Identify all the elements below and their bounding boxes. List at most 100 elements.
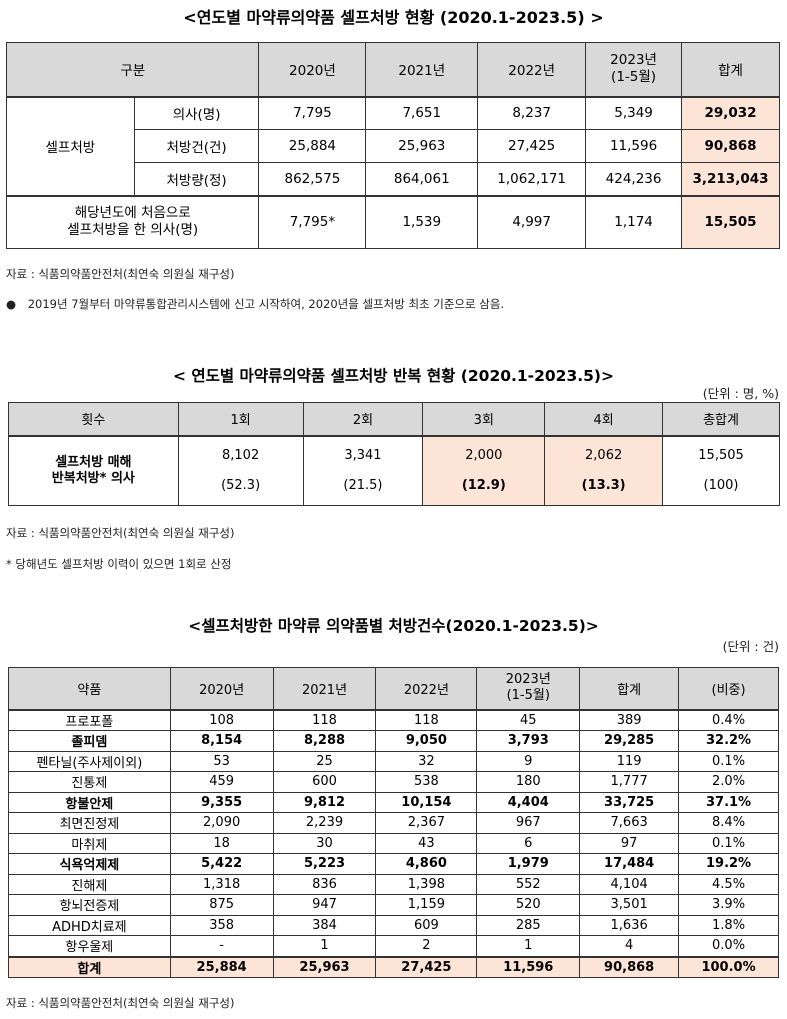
table-row: 프로포폴 108 118 118 45 389 0.4% [8, 709, 779, 731]
table-row: 셀프처방 의사(명) 7,795 7,651 8,237 5,349 29,03… [6, 96, 780, 196]
cell: 29,285 [579, 730, 680, 752]
header-grand-total: 총합계 [662, 402, 780, 436]
cell: 97 [579, 832, 680, 854]
table-row: 셀프처방 매해 반복처방* 의사 8,102 (52.3) 3,341 (21.… [8, 435, 780, 506]
table-row: 처방량(정) 862,575 864,061 1,062,171 424,236… [6, 162, 780, 196]
cell: 25,963 [365, 129, 479, 163]
cell: 10,154 [375, 791, 478, 813]
drug-name: ADHD치료제 [8, 914, 171, 936]
table1-source: 자료 : 식품의약품안전처(최연숙 의원실 재구성) [6, 267, 235, 281]
cell: 108 [169, 709, 274, 731]
cell: 4,104 [579, 873, 680, 895]
total-cell: 15,505 [681, 195, 780, 249]
cell: 27,425 [375, 956, 478, 978]
cell: 25,884 [169, 956, 274, 978]
header-1time: 1회 [177, 402, 304, 436]
cell: 19.2% [678, 853, 779, 875]
cell: 53 [169, 750, 274, 772]
table2-footnote: * 당해년도 셀프처방 이력이 있으면 1회로 산정 [6, 557, 232, 571]
table-row: 마취제 18 30 43 6 97 0.1% [8, 832, 779, 854]
header-2023: 2023년 (1-5월) [476, 667, 581, 710]
cell: 9,812 [272, 791, 377, 813]
cell: 32 [375, 750, 478, 772]
table-row: 항뇌전증제 875 947 1,159 520 3,501 3.9% [8, 894, 779, 916]
cell: 2,239 [272, 812, 377, 834]
header-4times: 4회 [544, 402, 664, 436]
cell: 5,422 [169, 853, 274, 875]
drug-name: 항불안제 [8, 791, 171, 813]
cell: 600 [272, 771, 377, 793]
drug-name: 진해제 [8, 873, 171, 895]
cell: 7,651 [365, 96, 479, 130]
drug-name: 졸피뎀 [8, 730, 171, 752]
cell: 8,237 [477, 96, 587, 130]
table-row: 해당년도에 처음으로 셀프처방을 한 의사(명) 7,795* 1,539 4,… [5, 195, 780, 249]
row-label: 처방건(건) [133, 129, 260, 163]
cell: 3,793 [476, 730, 581, 752]
row-label: 셀프처방 매해 반복처방* 의사 [8, 435, 179, 506]
cell: 0.1% [678, 832, 779, 854]
table-row: 항불안제 9,355 9,812 10,154 4,404 33,725 37.1% [8, 791, 779, 813]
cell: 947 [272, 894, 377, 916]
cell: 37.1% [678, 791, 779, 813]
header-2021: 2021년 [365, 42, 479, 97]
cell: 609 [375, 914, 478, 936]
cell: 384 [272, 914, 377, 936]
header-2021: 2021년 [272, 667, 377, 710]
total-cell: 90,868 [681, 129, 780, 163]
total-cell: 3,213,043 [681, 162, 780, 196]
cell: 17,484 [579, 853, 680, 875]
table-row: 펜타닐(주사제이외) 53 25 32 9 119 0.1% [8, 750, 779, 772]
cell: 1 [476, 935, 581, 957]
cell: 11,596 [585, 129, 683, 163]
row-label: 의사(명) [133, 96, 260, 130]
header-2023: 2023년 (1-5월) [585, 42, 683, 97]
table1-title: <연도별 마약류의약품 셀프처방 현황 (2020.1-2023.5) > [183, 8, 604, 27]
table3-source: 자료 : 식품의약품안전처(최연숙 의원실 재구성) [6, 996, 235, 1010]
cell: 836 [272, 873, 377, 895]
cell: 5,349 [585, 96, 683, 130]
cell: 100.0% [678, 956, 779, 978]
cell: 11,596 [476, 956, 581, 978]
header-2022: 2022년 [375, 667, 478, 710]
cell: 180 [476, 771, 581, 793]
cell: 90,868 [579, 956, 680, 978]
cell: 43 [375, 832, 478, 854]
drug-name: 최면진정제 [8, 812, 171, 834]
cell: 0.4% [678, 709, 779, 731]
drug-name: 진통제 [8, 771, 171, 793]
cell: 520 [476, 894, 581, 916]
cell-3times: 2,000 (12.9) [422, 435, 546, 506]
cell: 2 [375, 935, 478, 957]
drug-name: 펜타닐(주사제이외) [8, 750, 171, 772]
cell: 1,979 [476, 853, 581, 875]
cell: 6 [476, 832, 581, 854]
header-2times: 2회 [302, 402, 424, 436]
cell: 118 [272, 709, 377, 731]
table-row: 항우울제 -1 2 1 4 0.0% [8, 935, 779, 957]
cell: 1,062,171 [477, 162, 587, 196]
cell: 1,636 [579, 914, 680, 936]
cell: 862,575 [258, 162, 367, 196]
cell: 2,367 [375, 812, 478, 834]
cell: 9 [476, 750, 581, 772]
header-category: 구분 [5, 42, 260, 97]
cell: 538 [375, 771, 478, 793]
table-row: 최면진정제 2,090 2,239 2,367 967 7,663 8.4% [8, 812, 779, 834]
cell: 1,539 [365, 195, 479, 249]
cell: 552 [476, 873, 581, 895]
first-time-doctor-label: 해당년도에 처음으로 셀프처방을 한 의사(명) [5, 195, 260, 249]
header-drug: 약품 [8, 667, 171, 710]
cell: 4.5% [678, 873, 779, 895]
cell: 1.8% [678, 914, 779, 936]
cell: 4,997 [477, 195, 587, 249]
header-count: 횟수 [8, 402, 179, 436]
cell: 389 [579, 709, 680, 731]
cell: 5,223 [272, 853, 377, 875]
group-label: 셀프처방 [6, 96, 135, 196]
table-row: 식욕억제제 5,422 5,223 4,860 1,979 17,484 19.2% [8, 853, 779, 875]
cell-2times: 3,341 (21.5) [302, 435, 424, 506]
cell: - [169, 935, 274, 957]
cell: 7,663 [579, 812, 680, 834]
cell: 1,398 [375, 873, 478, 895]
